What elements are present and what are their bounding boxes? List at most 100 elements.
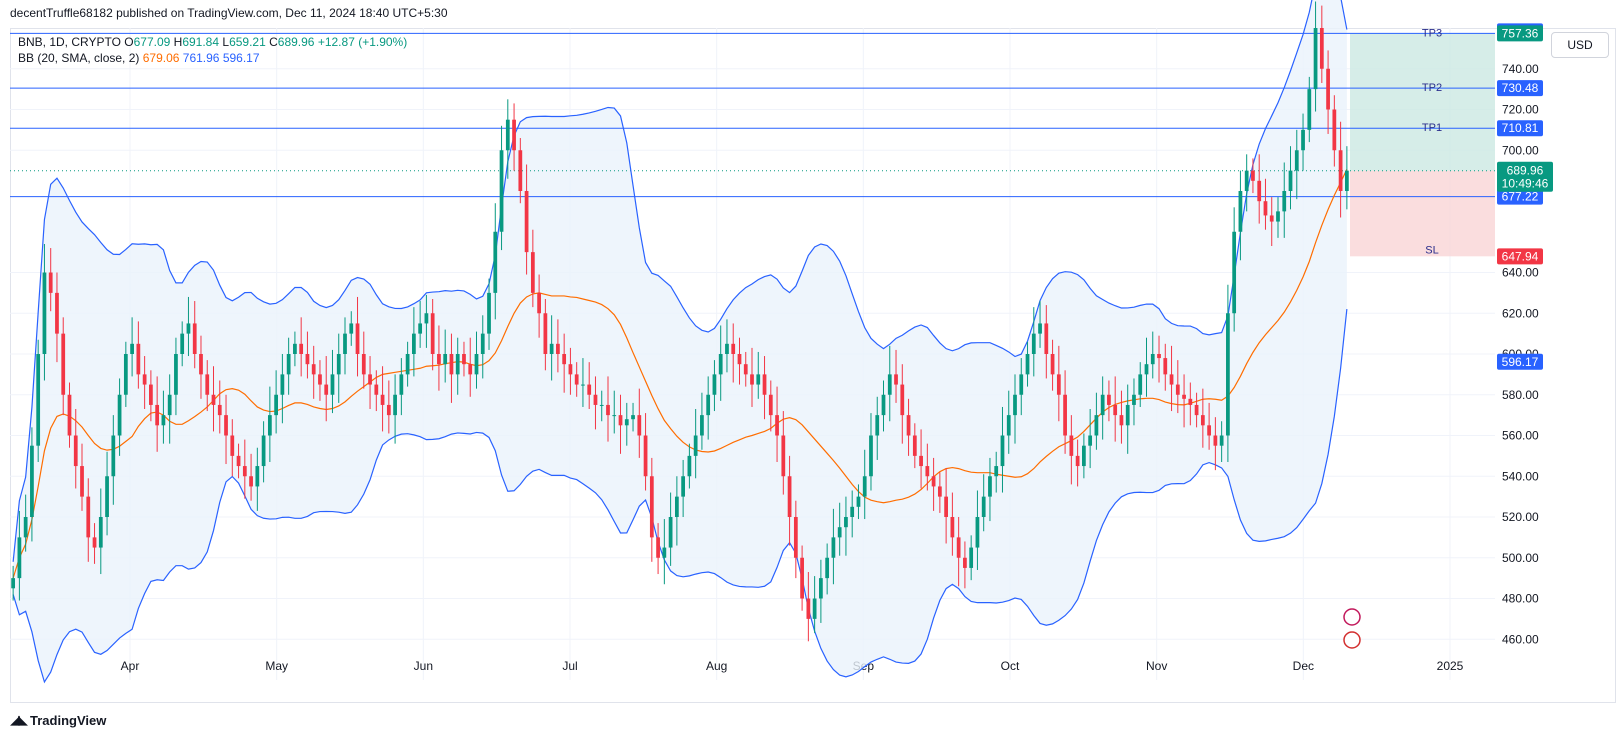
candle[interactable] xyxy=(656,537,660,558)
candle[interactable] xyxy=(167,394,172,416)
candle[interactable] xyxy=(1169,374,1174,385)
candle[interactable] xyxy=(211,394,216,405)
candle[interactable] xyxy=(305,354,310,365)
candle[interactable] xyxy=(649,476,654,538)
candle[interactable] xyxy=(768,394,773,416)
candle[interactable] xyxy=(599,404,604,406)
candle[interactable] xyxy=(418,323,423,334)
candle[interactable] xyxy=(718,354,723,375)
candle[interactable] xyxy=(1282,191,1287,212)
candle[interactable] xyxy=(349,323,354,334)
candle[interactable] xyxy=(668,517,673,548)
candle[interactable] xyxy=(67,394,72,436)
candle[interactable] xyxy=(161,415,166,426)
candle[interactable] xyxy=(192,323,197,354)
candle[interactable] xyxy=(1200,415,1205,426)
candle[interactable] xyxy=(443,354,448,365)
candle[interactable] xyxy=(380,394,385,405)
candle[interactable] xyxy=(11,578,16,589)
candle[interactable] xyxy=(1006,415,1011,436)
candle[interactable] xyxy=(593,394,598,405)
candle[interactable] xyxy=(399,374,404,395)
candle[interactable] xyxy=(662,547,667,558)
candle[interactable] xyxy=(48,272,53,293)
candle[interactable] xyxy=(637,415,642,436)
candle[interactable] xyxy=(618,415,623,426)
bb-label[interactable]: BB (20, SMA, close, 2) xyxy=(18,51,140,65)
candle[interactable] xyxy=(361,354,366,375)
currency-button[interactable]: USD xyxy=(1551,32,1609,58)
candle[interactable] xyxy=(36,354,41,446)
candle[interactable] xyxy=(499,150,504,232)
candle[interactable] xyxy=(86,496,91,538)
candle[interactable] xyxy=(1107,394,1111,405)
candle[interactable] xyxy=(750,374,754,385)
candle[interactable] xyxy=(624,419,629,426)
candle[interactable] xyxy=(524,191,529,253)
candle[interactable] xyxy=(17,537,22,579)
candle[interactable] xyxy=(286,354,291,375)
candle[interactable] xyxy=(1044,323,1049,354)
candle[interactable] xyxy=(1119,415,1124,426)
candle[interactable] xyxy=(149,384,153,405)
candle[interactable] xyxy=(199,354,203,375)
candle[interactable] xyxy=(368,374,372,385)
candle[interactable] xyxy=(731,343,736,354)
candle[interactable] xyxy=(700,415,704,436)
candle[interactable] xyxy=(1319,28,1324,69)
candle[interactable] xyxy=(762,374,767,395)
candle[interactable] xyxy=(330,374,335,395)
candle[interactable] xyxy=(493,231,498,293)
candle[interactable] xyxy=(505,119,510,151)
candle[interactable] xyxy=(224,415,228,436)
candle[interactable] xyxy=(743,364,748,375)
candle[interactable] xyxy=(612,415,617,417)
candle[interactable] xyxy=(186,323,191,334)
candle[interactable] xyxy=(787,476,792,517)
candle[interactable] xyxy=(42,272,47,355)
candle[interactable] xyxy=(556,343,560,354)
candle[interactable] xyxy=(311,364,316,375)
candle[interactable] xyxy=(737,354,742,365)
candle[interactable] xyxy=(681,476,686,497)
candle[interactable] xyxy=(562,354,567,365)
candle[interactable] xyxy=(1050,354,1055,375)
candle[interactable] xyxy=(73,435,78,467)
event-flag-icon[interactable] xyxy=(1343,631,1361,649)
candle[interactable] xyxy=(869,435,873,477)
candle[interactable] xyxy=(674,496,679,517)
candle[interactable] xyxy=(1019,374,1024,395)
candle[interactable] xyxy=(23,517,28,538)
candle[interactable] xyxy=(449,354,454,375)
candle[interactable] xyxy=(831,537,836,558)
candle[interactable] xyxy=(906,415,911,436)
candle[interactable] xyxy=(518,150,523,191)
candle[interactable] xyxy=(912,435,917,456)
candle[interactable] xyxy=(819,578,823,599)
candle[interactable] xyxy=(825,557,830,579)
candle[interactable] xyxy=(249,476,253,487)
candle[interactable] xyxy=(581,384,585,386)
candle[interactable] xyxy=(424,313,429,324)
candle[interactable] xyxy=(631,415,635,420)
candle[interactable] xyxy=(1144,364,1149,375)
candle[interactable] xyxy=(299,343,304,354)
candle[interactable] xyxy=(98,517,103,548)
candle[interactable] xyxy=(1056,374,1061,395)
candle[interactable] xyxy=(875,415,880,436)
candle[interactable] xyxy=(174,354,178,395)
candle[interactable] xyxy=(1344,170,1349,191)
candle[interactable] xyxy=(1238,191,1243,232)
candle[interactable] xyxy=(487,292,491,334)
candle[interactable] xyxy=(1150,354,1155,365)
candle[interactable] xyxy=(1025,354,1030,375)
candle[interactable] xyxy=(1013,394,1017,416)
candle[interactable] xyxy=(105,476,109,517)
candle[interactable] xyxy=(850,506,855,517)
candle[interactable] xyxy=(1175,384,1180,395)
candle[interactable] xyxy=(393,394,397,416)
candle[interactable] xyxy=(800,557,804,599)
candle[interactable] xyxy=(919,455,923,467)
candle[interactable] xyxy=(537,292,541,314)
